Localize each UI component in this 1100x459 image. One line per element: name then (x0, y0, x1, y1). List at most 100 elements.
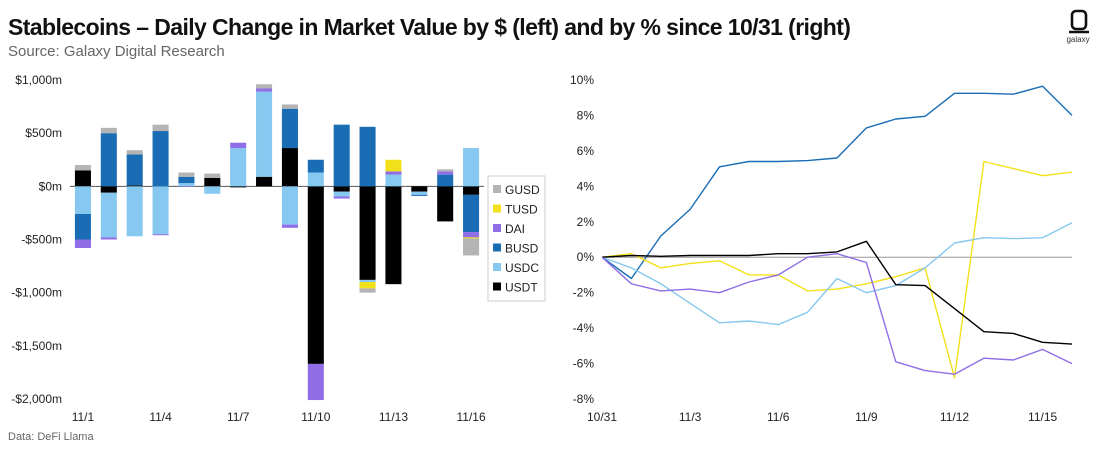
right-y-tick-label: 2% (577, 215, 595, 229)
bar-busd-11-14 (411, 194, 428, 196)
right-y-tick-label: 4% (577, 179, 595, 193)
bar-busd-11-5 (178, 176, 195, 184)
left-x-tick-label: 11/1 (72, 410, 95, 424)
bar-busd-11-4 (152, 131, 169, 187)
bar-usdt-11-15 (437, 186, 454, 222)
legend-label-tusd: TUSD (505, 203, 538, 217)
bar-busd-11-15 (437, 174, 454, 187)
bar-usdc-11-4 (152, 186, 169, 235)
bar-usdt-11-12 (359, 186, 376, 280)
bar-usdt-11-1 (74, 170, 91, 187)
bar-chart-dollar-change: $1,000m $500m $0m -$500m -$1,000m -$1,500m -$2… (11, 73, 546, 424)
bar-busd-11-3 (126, 154, 143, 186)
line-dai (601, 253, 1073, 375)
bar-gusd-11-9 (281, 104, 298, 109)
bar-gusd-11-3 (126, 150, 143, 155)
left-y-tick-label: -$500m (21, 233, 62, 247)
galaxy-logo-icon (1069, 9, 1089, 34)
bar-dai-11-15 (437, 171, 454, 175)
bar-usdt-11-6 (204, 177, 221, 187)
bar-gusd-11-15 (437, 169, 454, 172)
bar-usdt-11-13 (385, 186, 402, 285)
bar-gusd-11-12 (359, 288, 376, 293)
bar-busd-11-11 (333, 124, 350, 187)
bar-usdt-11-3 (126, 185, 143, 187)
bar-dai-11-9 (281, 224, 298, 228)
left-x-axis: 11/1 11/4 11/7 11/10 11/13 11/16 (72, 410, 486, 424)
legend-label-dai: DAI (505, 222, 525, 236)
legend-label-usdc: USDC (505, 261, 539, 275)
right-x-tick-label: 11/6 (767, 410, 790, 424)
bar-usdc-11-6 (204, 186, 221, 194)
left-y-tick-label: $500m (25, 126, 62, 140)
line-chart-percent-change: 10%8%6%4%2%0%-2%-4%-6%-8% 10/31 11/3 11/6 1… (570, 73, 1073, 424)
bar-usdt-11-2 (100, 186, 117, 193)
bar-dai-11-1 (74, 239, 91, 249)
right-x-tick-label: 11/12 (940, 410, 969, 424)
left-x-tick-label: 11/4 (149, 410, 172, 424)
bar-dai-11-5 (178, 186, 195, 187)
right-lines (601, 85, 1073, 379)
bar-usdt-11-8 (256, 176, 273, 187)
left-y-tick-label: $1,000m (15, 73, 62, 87)
right-y-tick-label: 10% (570, 73, 594, 87)
bar-usdc-11-3 (126, 186, 143, 237)
bar-tusd-11-13 (385, 159, 402, 172)
bar-usdc-11-16 (463, 148, 480, 187)
bar-usdc-11-7 (230, 148, 247, 187)
bar-dai-11-16 (463, 232, 480, 238)
line-tusd (601, 160, 1073, 379)
bar-dai-11-10 (307, 363, 324, 401)
right-y-tick-label: -4% (573, 321, 595, 335)
legend-swatch-tusd (493, 204, 501, 213)
right-x-tick-label: 11/15 (1028, 410, 1057, 424)
bar-usdc-11-12 (359, 279, 376, 283)
data-source-footnote: Data: DeFi Llama (8, 431, 94, 443)
bar-gusd-11-2 (100, 127, 117, 134)
bar-dai-11-8 (256, 88, 273, 92)
right-y-tick-label: 8% (577, 108, 595, 122)
left-x-tick-label: 11/16 (456, 410, 485, 424)
legend-swatch-gusd (493, 185, 501, 193)
bar-usdc-11-5 (178, 183, 195, 187)
bar-usdc-11-13 (385, 174, 402, 187)
bar-gusd-11-8 (256, 84, 273, 89)
bar-usdt-11-9 (281, 148, 298, 187)
right-y-tick-label: -6% (573, 357, 595, 371)
right-y-axis: 10% 8% 6% 4% 2% 0% -2% -4% -6% -8% (570, 73, 1072, 406)
legend-box (487, 175, 546, 302)
bar-gusd-11-6 (204, 173, 221, 178)
right-y-tick-label: 6% (577, 144, 595, 158)
legend-swatch-busd (493, 243, 501, 252)
left-y-tick-label: $0m (39, 179, 62, 193)
bar-tusd-11-12 (359, 282, 376, 289)
right-x-tick-label: 11/9 (855, 410, 878, 424)
bar-usdc-11-14 (411, 191, 428, 195)
bar-dai-11-11 (333, 196, 350, 199)
left-x-tick-label: 11/13 (379, 410, 408, 424)
right-y-tick-label: -8% (573, 392, 595, 406)
legend-swatch-usdc (493, 263, 501, 271)
left-bars (74, 84, 480, 401)
bar-dai-11-13 (385, 171, 402, 175)
bar-usdc-11-8 (256, 91, 273, 177)
bar-usdc-11-9 (281, 186, 298, 225)
legend-swatch-dai (493, 224, 501, 232)
legend-label-gusd: GUSD (505, 183, 540, 197)
bar-usdt-11-11 (333, 186, 350, 192)
bar-dai-11-7 (230, 142, 247, 149)
chart-title: Stablecoins – Daily Change in Market Val… (8, 14, 851, 40)
left-y-tick-label: -$1,000m (11, 286, 62, 300)
legend-label-usdt: USDT (505, 281, 538, 295)
bar-usdt-11-7 (230, 186, 247, 188)
bar-usdt-11-14 (411, 186, 428, 192)
legend: GUSD TUSD DAI BUSD USDC USDT (487, 175, 546, 302)
legend-label-busd: BUSD (505, 242, 539, 256)
bar-usdt-11-10 (307, 186, 324, 364)
logo-wordmark: galaxy (1066, 35, 1090, 44)
bar-usdc-11-2 (100, 192, 117, 238)
bar-tusd-11-16 (463, 237, 480, 239)
left-x-tick-label: 11/7 (227, 410, 250, 424)
left-x-tick-label: 11/10 (301, 410, 330, 424)
bar-usdc-11-10 (307, 172, 324, 187)
